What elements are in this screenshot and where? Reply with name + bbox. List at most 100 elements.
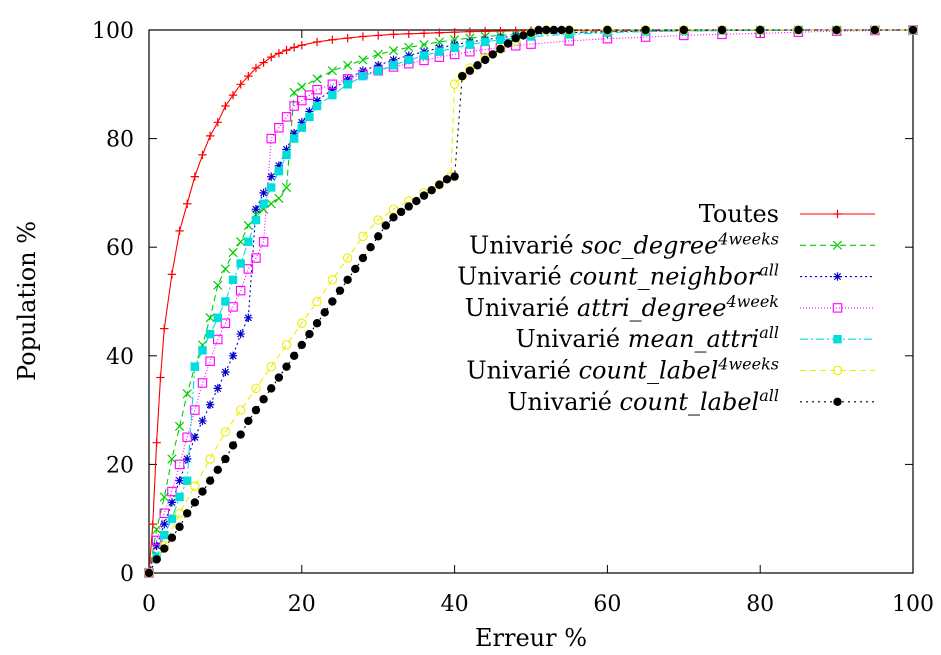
data-point: [328, 297, 337, 306]
data-point: [488, 50, 497, 59]
data-point: [404, 202, 413, 211]
legend-prefix: Toutes: [699, 200, 779, 228]
data-point: [220, 264, 231, 274]
legend-label: Univarié mean_attriall: [516, 323, 779, 353]
data-point: [289, 128, 299, 138]
data-point: [641, 25, 650, 35]
data-point: [251, 215, 261, 225]
data-point: [144, 568, 154, 578]
data-point: [151, 535, 162, 546]
x-tick-label: 60: [593, 592, 621, 617]
data-point: [374, 66, 383, 75]
legend-variable: count_label: [620, 388, 760, 416]
legend-marker: [833, 335, 842, 344]
data-point: [160, 324, 169, 333]
data-point: [213, 118, 222, 127]
data-point: [756, 25, 765, 35]
data-point: [297, 123, 306, 132]
data-point: [389, 213, 398, 222]
data-point: [236, 430, 245, 439]
data-point: [327, 66, 337, 76]
data-point: [274, 166, 284, 176]
data-point: [526, 28, 536, 37]
data-point: [282, 145, 291, 154]
data-point: [305, 112, 314, 122]
data-point: [419, 51, 429, 60]
data-point: [236, 237, 246, 247]
data-point: [258, 237, 269, 247]
data-point: [389, 55, 398, 65]
data-point: [259, 199, 268, 208]
legend-label: Univarié count_labelall: [507, 386, 779, 416]
data-point: [327, 79, 338, 90]
data-point: [679, 25, 688, 35]
data-point: [289, 351, 299, 360]
data-point: [228, 441, 238, 450]
y-axis-title: Population %: [13, 221, 41, 381]
data-point: [213, 334, 223, 345]
data-point: [404, 51, 413, 60]
data-point: [243, 220, 253, 231]
data-point: [160, 544, 169, 553]
data-point: [175, 492, 184, 502]
data-point: [244, 237, 253, 246]
data-point: [183, 509, 192, 518]
data-point: [251, 383, 261, 394]
series-line: [148, 29, 914, 574]
data-point: [235, 405, 246, 415]
x-tick-label: 0: [142, 592, 156, 617]
data-point: [251, 63, 261, 73]
legend-superscript: 4week: [725, 292, 779, 311]
data-point: [358, 231, 368, 242]
data-point: [396, 207, 406, 217]
data-point: [244, 416, 253, 426]
data-point: [182, 389, 192, 399]
legend-label: Univarié soc_degree4weeks: [469, 229, 779, 259]
data-point: [603, 25, 612, 35]
data-point: [297, 340, 306, 350]
y-tick-label: 40: [106, 345, 134, 370]
series-7: [144, 25, 918, 578]
data-point: [312, 296, 322, 307]
data-point: [213, 313, 222, 322]
data-point: [221, 367, 230, 377]
data-point: [435, 180, 444, 189]
data-point: [442, 175, 452, 184]
data-point: [244, 71, 253, 81]
data-point: [343, 33, 352, 43]
legend-marker: [833, 272, 842, 281]
data-point: [549, 25, 559, 35]
data-point: [267, 384, 276, 393]
data-point: [335, 286, 345, 295]
legend-label: Univarié count_label4weeks: [466, 355, 779, 385]
data-point: [305, 329, 314, 339]
y-tick-label: 20: [106, 453, 134, 478]
data-point: [228, 275, 238, 284]
data-point: [374, 232, 383, 241]
data-point: [289, 43, 299, 52]
data-point: [190, 405, 200, 415]
data-point: [465, 40, 475, 49]
data-point: [228, 90, 238, 100]
data-point: [220, 427, 231, 437]
data-point: [480, 27, 490, 36]
data-point: [183, 476, 192, 485]
data-point: [312, 84, 322, 95]
data-point: [152, 541, 161, 551]
data-point: [343, 80, 352, 89]
data-point: [236, 259, 245, 268]
data-point: [312, 319, 322, 328]
data-point: [267, 183, 276, 192]
legend-variable: count_label: [579, 357, 719, 385]
data-point: [450, 172, 459, 181]
data-point: [419, 29, 429, 38]
data-point: [205, 131, 215, 141]
legend-marker: [832, 303, 843, 313]
data-point: [160, 519, 169, 529]
data-point: [167, 454, 177, 464]
data-point: [304, 90, 315, 100]
y-tick-label: 60: [106, 236, 134, 261]
data-point: [174, 421, 185, 432]
data-point: [190, 362, 200, 371]
